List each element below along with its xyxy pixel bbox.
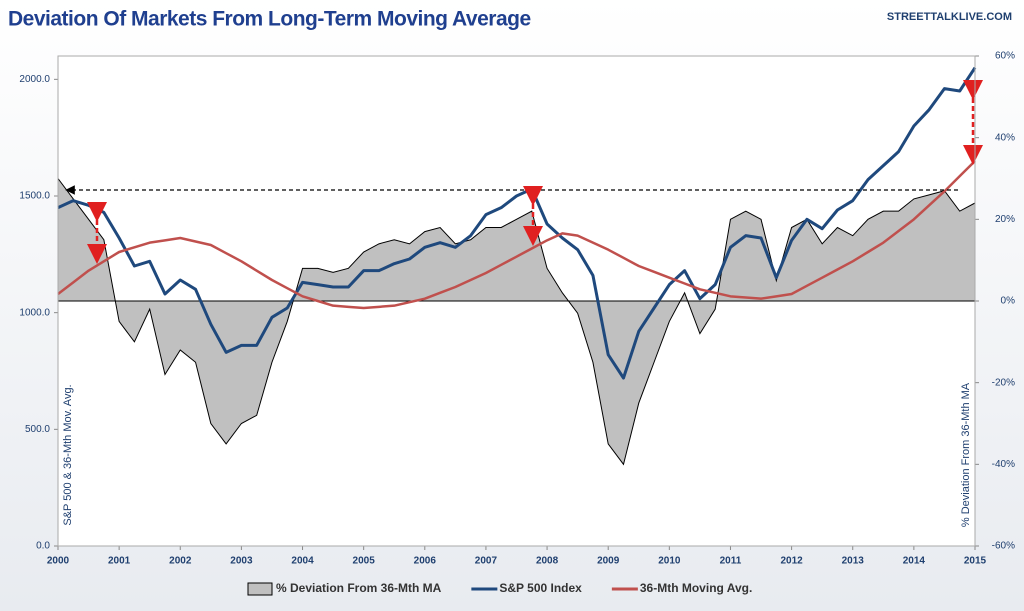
x-tick-label: 2000 [47,556,70,567]
x-tick-label: 2005 [353,556,376,567]
legend: % Deviation From 36-Mth MA S&P 500 Index 3… [247,581,752,596]
source: STREETTALKLIVE.COM [887,11,1012,23]
y-tick-label: 0.0 [36,541,50,552]
x-tick-label: 2003 [230,556,253,567]
chart-title: Deviation Of Markets From Long-Term Movi… [8,8,531,31]
area [58,178,975,465]
area-line [57,178,976,466]
y2-tick-label: 20% [995,214,1015,225]
y2-tick-label: -60% [992,541,1015,552]
plot-border [57,55,976,547]
legend-label: S&P 500 Index [499,581,582,595]
annotations [65,80,983,264]
x-tick-label: 2013 [842,556,865,567]
y2-axis-title: % Deviation From 36-Mth MA [960,382,972,527]
legend-label: % Deviation From 36-Mth MA [276,581,442,595]
line [57,160,976,310]
plot [57,66,977,466]
x-tick-label: 2014 [903,556,926,567]
line [57,66,977,380]
legend-label: 36-Mth Moving Avg. [640,581,752,595]
y-tick-label: 1000.0 [19,307,50,318]
x-tick-label: 2002 [169,556,192,567]
y-tick-label: 500.0 [25,424,50,435]
x-tick-label: 2012 [780,556,803,567]
legend-swatch [247,582,273,596]
y-tick-label: 1500.0 [19,191,50,202]
x-tick-label: 2006 [414,556,437,567]
y2-tick-label: 0% [1001,296,1016,307]
x-tick-label: 2009 [597,556,620,567]
x-tick-label: 2001 [108,556,131,567]
x-tick-label: 2015 [964,556,987,567]
y2-tick-label: -20% [992,377,1015,388]
y2-tick-label: 40% [995,132,1015,143]
y-axis-title: S&P 500 & 36-Mth Mov. Avg. [62,384,74,525]
x-tick-label: 2011 [720,556,742,567]
x-tick-label: 2008 [536,556,559,567]
x-tick-label: 2004 [291,556,314,567]
x-tick-label: 2007 [475,556,498,567]
y2-tick-label: -40% [992,459,1015,470]
y2-tick-label: 60% [995,51,1015,62]
y-tick-label: 2000.0 [19,74,50,85]
x-tick-label: 2010 [658,556,681,567]
